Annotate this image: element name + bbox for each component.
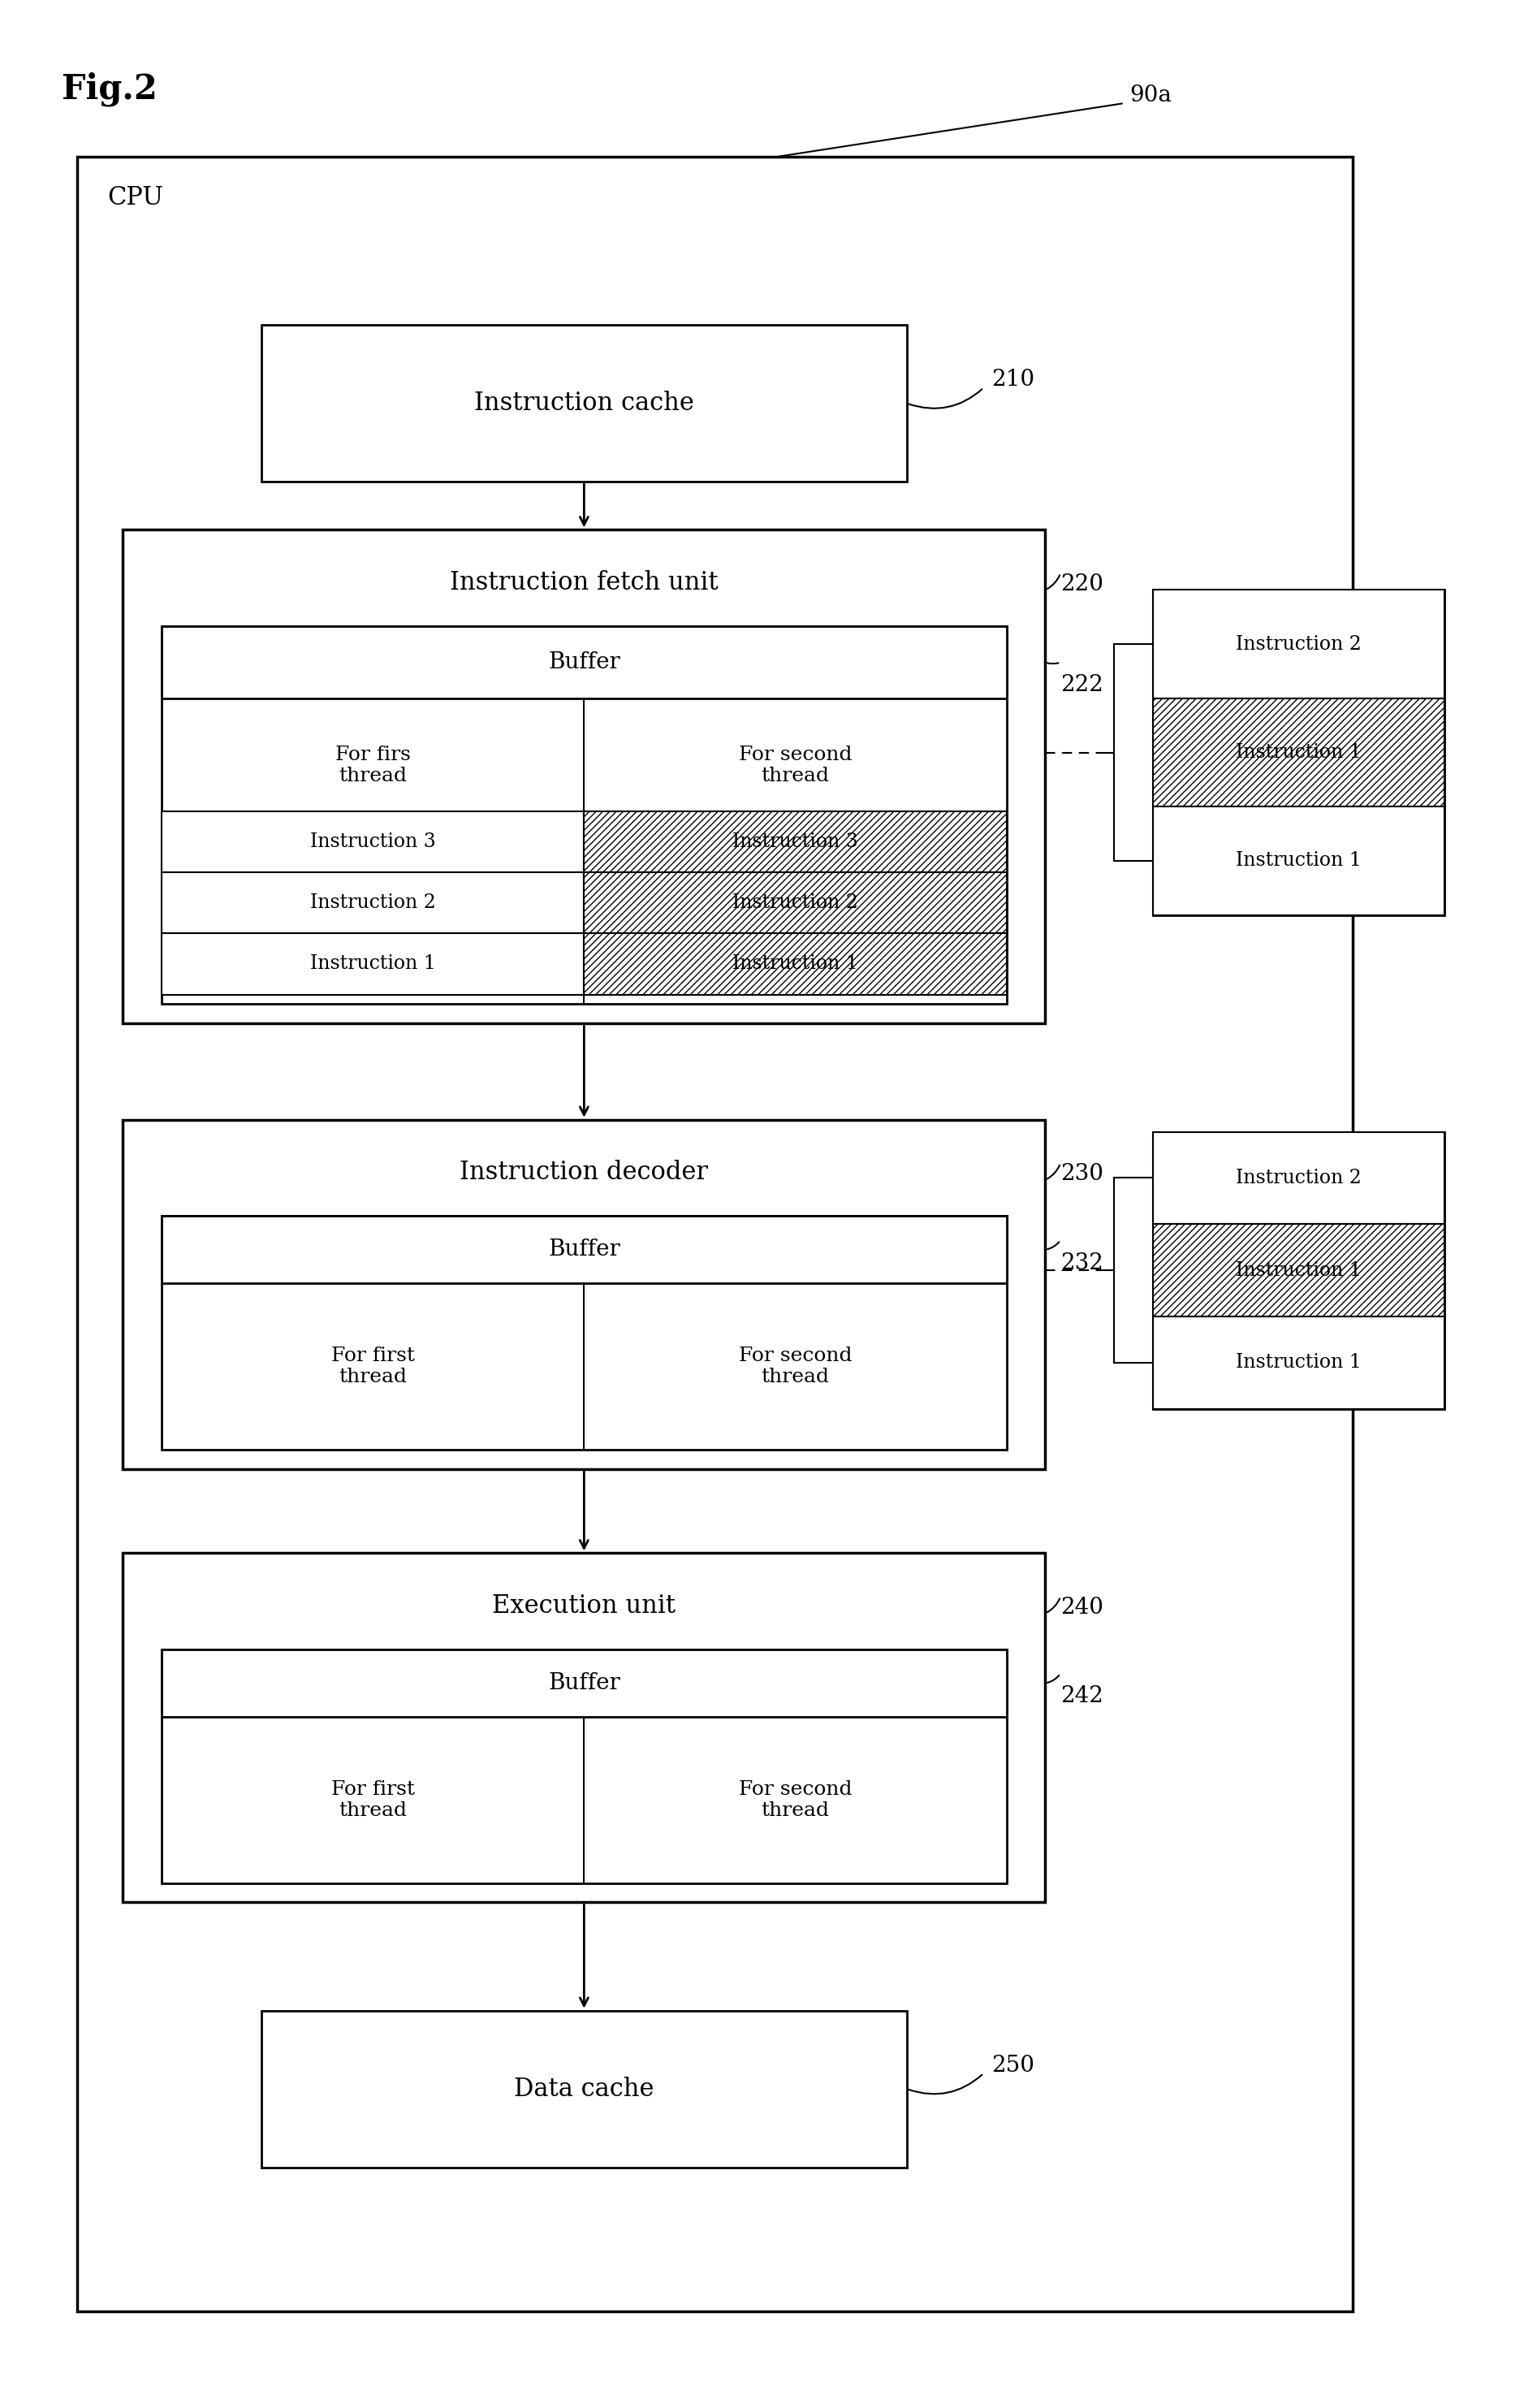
Text: Buffer: Buffer bbox=[549, 650, 619, 674]
Text: Instruction 1: Instruction 1 bbox=[733, 954, 858, 973]
Text: For second
thread: For second thread bbox=[739, 746, 851, 785]
Text: Instruction 2: Instruction 2 bbox=[1236, 636, 1362, 653]
Bar bbox=[161, 1649, 1007, 1883]
Text: Instruction 1: Instruction 1 bbox=[1236, 1262, 1362, 1279]
Bar bbox=[161, 1649, 1007, 1717]
Bar bbox=[261, 325, 907, 482]
Text: Execution unit: Execution unit bbox=[492, 1594, 676, 1618]
Bar bbox=[584, 872, 1007, 934]
Bar bbox=[77, 157, 1353, 2312]
Text: Instruction 2: Instruction 2 bbox=[1236, 1168, 1362, 1187]
Bar bbox=[123, 1553, 1045, 1902]
Bar bbox=[1153, 1223, 1445, 1317]
Bar bbox=[584, 934, 1007, 995]
Bar bbox=[1153, 1132, 1445, 1409]
Bar bbox=[1153, 590, 1445, 915]
Text: 250: 250 bbox=[991, 2054, 1034, 2076]
Bar bbox=[161, 1216, 1007, 1283]
Text: Buffer: Buffer bbox=[549, 1238, 619, 1262]
Text: For first
thread: For first thread bbox=[330, 1780, 415, 1820]
Text: 222: 222 bbox=[1061, 674, 1104, 696]
Text: Instruction fetch unit: Instruction fetch unit bbox=[450, 571, 718, 595]
Text: 240: 240 bbox=[1061, 1597, 1104, 1618]
Text: CPU: CPU bbox=[108, 185, 163, 209]
Text: For second
thread: For second thread bbox=[739, 1780, 851, 1820]
Text: For second
thread: For second thread bbox=[739, 1346, 851, 1387]
Bar bbox=[123, 1120, 1045, 1469]
Bar bbox=[1153, 807, 1445, 915]
Text: 232: 232 bbox=[1061, 1252, 1104, 1274]
Bar bbox=[584, 811, 1007, 872]
Text: Data cache: Data cache bbox=[513, 2076, 655, 2102]
Text: 90a: 90a bbox=[1130, 84, 1171, 106]
Text: Instruction 3: Instruction 3 bbox=[733, 833, 858, 852]
Bar bbox=[1153, 1317, 1445, 1409]
Bar bbox=[161, 872, 584, 934]
Bar bbox=[1153, 590, 1445, 698]
Text: Instruction 1: Instruction 1 bbox=[310, 954, 435, 973]
Text: Instruction 3: Instruction 3 bbox=[310, 833, 435, 852]
Text: Instruction 1: Instruction 1 bbox=[1236, 744, 1362, 761]
Bar bbox=[261, 2011, 907, 2167]
Text: 230: 230 bbox=[1061, 1163, 1104, 1185]
Bar bbox=[161, 626, 1007, 698]
Bar bbox=[161, 626, 1007, 1004]
Bar bbox=[123, 530, 1045, 1023]
Text: Instruction 2: Instruction 2 bbox=[733, 893, 858, 913]
Text: Instruction cache: Instruction cache bbox=[473, 390, 695, 417]
Text: For first
thread: For first thread bbox=[330, 1346, 415, 1387]
Text: Instruction 2: Instruction 2 bbox=[310, 893, 435, 913]
Text: Instruction 1: Instruction 1 bbox=[1236, 1353, 1362, 1373]
Text: Fig.2: Fig.2 bbox=[61, 72, 157, 106]
Bar bbox=[161, 1216, 1007, 1450]
Text: For firs
thread: For firs thread bbox=[335, 746, 410, 785]
Text: 220: 220 bbox=[1061, 573, 1104, 595]
Text: 242: 242 bbox=[1061, 1686, 1104, 1707]
Bar bbox=[1153, 1132, 1445, 1223]
Text: Instruction decoder: Instruction decoder bbox=[460, 1161, 709, 1185]
Text: 210: 210 bbox=[991, 368, 1034, 390]
Bar bbox=[161, 934, 584, 995]
Text: Instruction 1: Instruction 1 bbox=[1236, 852, 1362, 869]
Text: Buffer: Buffer bbox=[549, 1671, 619, 1695]
Bar bbox=[161, 811, 584, 872]
Bar bbox=[1153, 698, 1445, 807]
